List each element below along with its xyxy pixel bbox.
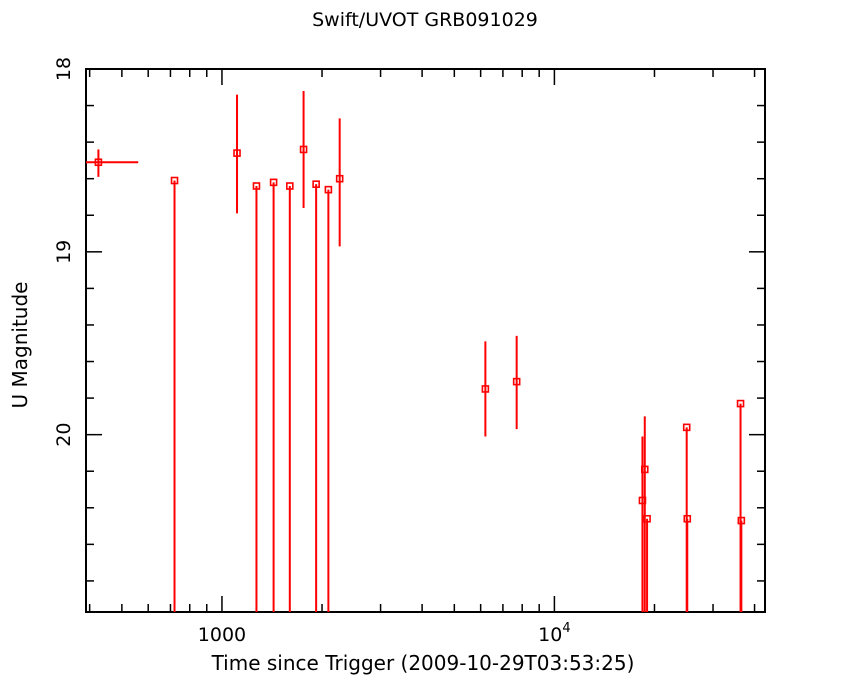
point-marker	[286, 182, 294, 190]
data-point	[737, 516, 746, 612]
data-point	[312, 180, 320, 612]
point-marker	[312, 180, 320, 188]
point-marker	[682, 423, 691, 432]
point-marker	[640, 465, 649, 474]
point-marker	[737, 516, 746, 525]
data-point	[481, 341, 490, 437]
plot-border	[85, 68, 766, 613]
point-marker	[324, 185, 333, 194]
data-point	[683, 514, 692, 612]
point-marker	[512, 377, 521, 386]
point-marker	[335, 174, 344, 183]
data-point	[170, 176, 179, 612]
y-tick-label: 19	[53, 240, 75, 264]
x-axis-label: Time since Trigger (2009-10-29T03:53:25)	[211, 651, 635, 675]
point-marker	[736, 399, 745, 408]
data-point	[640, 416, 649, 612]
data-point	[324, 185, 333, 612]
data-point	[86, 149, 139, 177]
x-axis-tick-labels: 1000 104	[198, 621, 571, 646]
y-tick-label: 20	[53, 423, 75, 447]
data-point	[643, 514, 651, 612]
point-marker	[94, 158, 103, 167]
data-point	[512, 335, 521, 430]
point-marker	[683, 514, 692, 523]
data-points	[86, 90, 746, 612]
point-marker	[233, 149, 241, 157]
y-tick-label: 18	[53, 57, 75, 81]
point-marker	[481, 385, 490, 393]
y-axis-tick-labels: 18 19 20	[53, 57, 75, 447]
point-marker	[269, 178, 278, 187]
y-axis-label: U Magnitude	[8, 282, 32, 409]
point-marker	[252, 182, 261, 190]
data-point	[286, 182, 294, 612]
data-point	[299, 90, 308, 208]
x-axis-ticks	[88, 69, 756, 612]
chart-title: Swift/UVOT GRB091029	[312, 9, 538, 31]
x-tick-label: 104	[538, 621, 570, 646]
data-point	[335, 118, 344, 247]
data-point	[269, 178, 278, 612]
y-axis-ticks	[86, 68, 765, 582]
x-tick-label: 1000	[198, 624, 246, 646]
point-marker	[643, 514, 651, 523]
point-marker	[299, 145, 308, 154]
plot-frame	[85, 68, 766, 613]
data-point	[233, 94, 241, 214]
data-point	[252, 182, 261, 612]
point-marker	[170, 176, 179, 185]
